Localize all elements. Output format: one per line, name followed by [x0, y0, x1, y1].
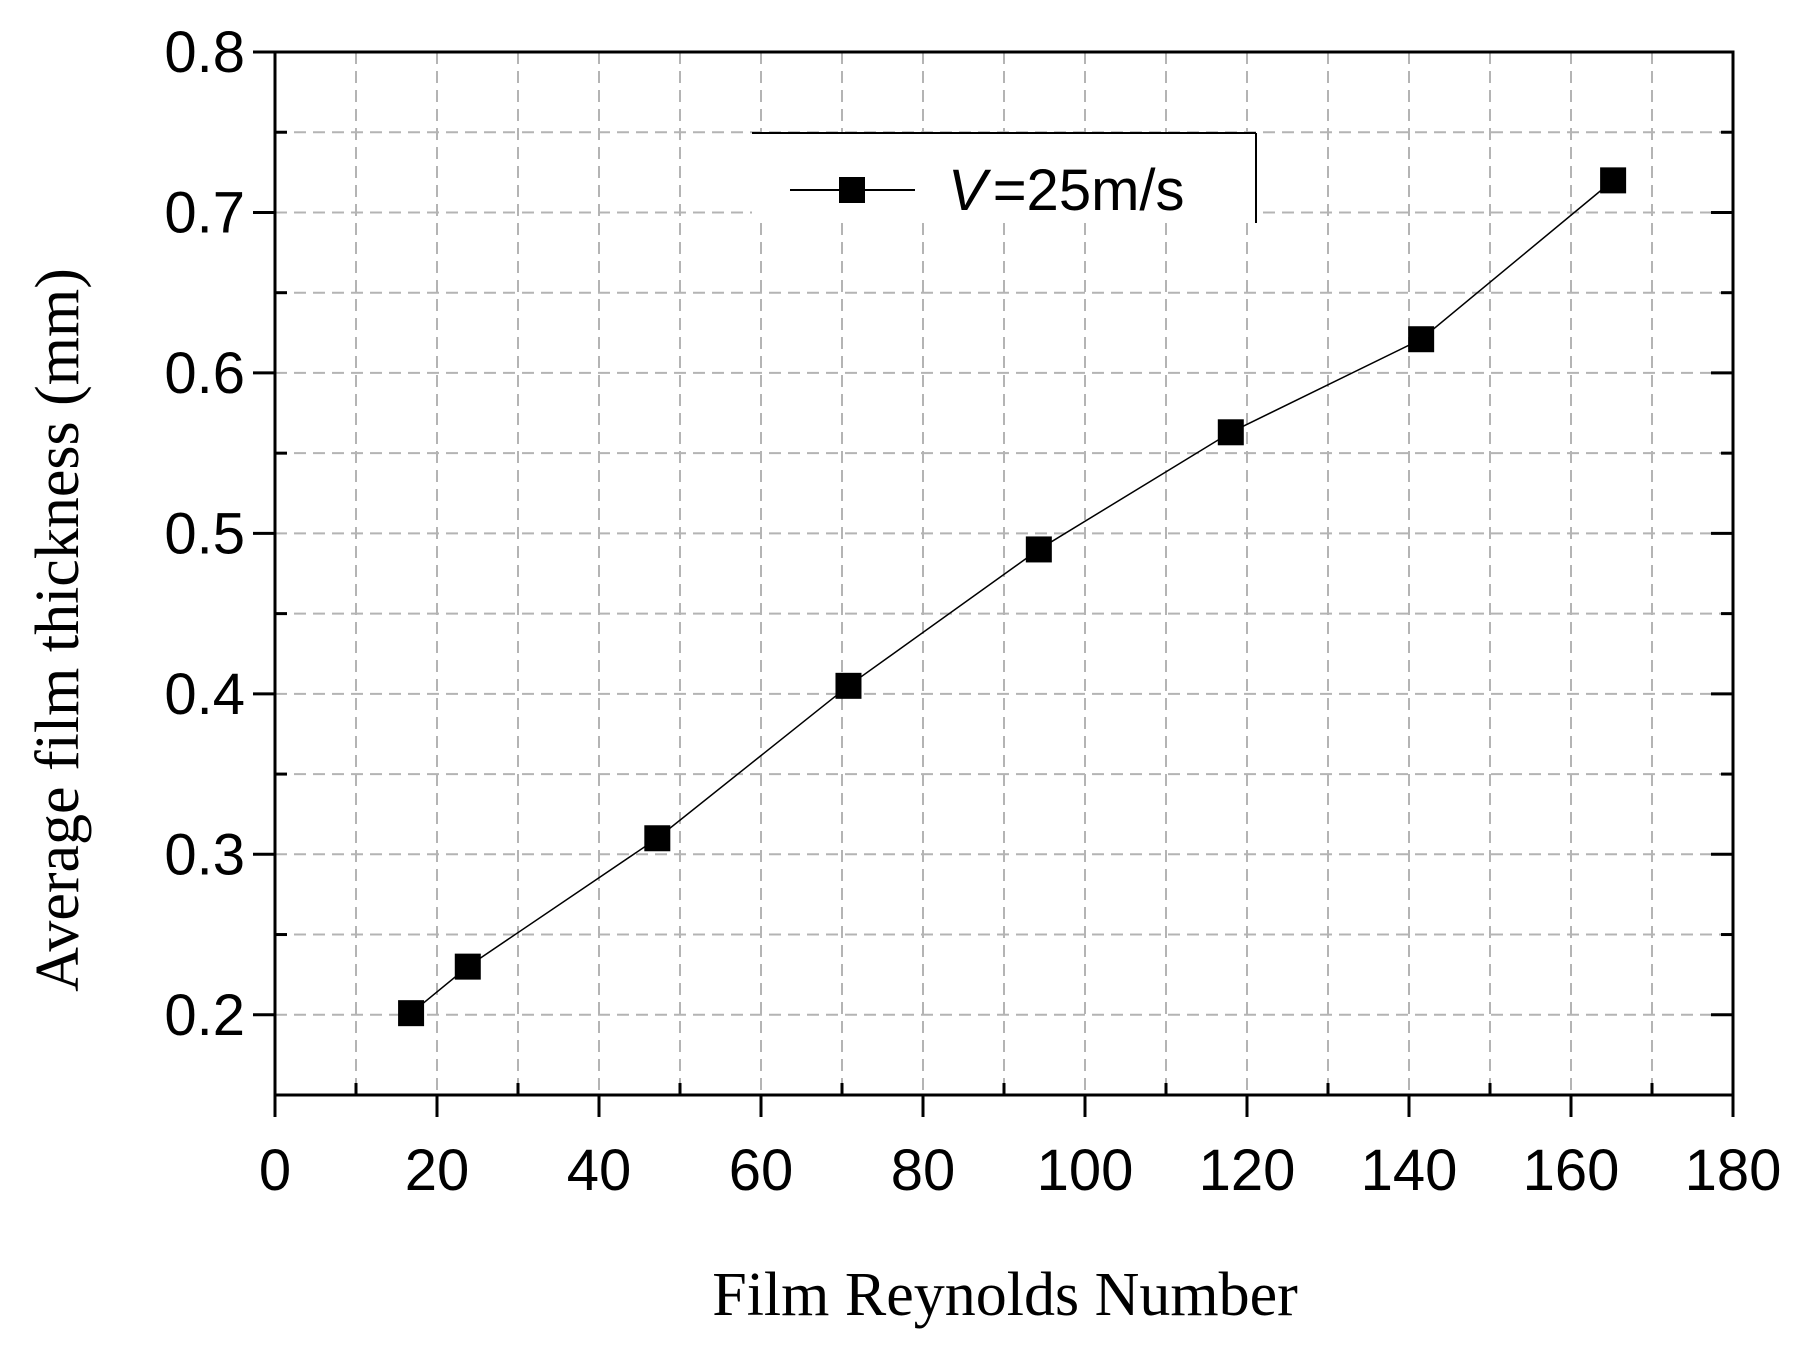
x-tick-label: 20 [405, 1138, 470, 1203]
legend-label: V =25m/s [948, 158, 1185, 223]
data-point [835, 672, 862, 699]
data-point [454, 953, 481, 980]
y-tick-label: 0.6 [164, 341, 245, 406]
y-tick-label: 0.5 [164, 501, 245, 566]
x-tick-label: 120 [1199, 1138, 1296, 1203]
x-tick-label: 0 [259, 1138, 291, 1203]
axis-ticks [253, 50, 1735, 1117]
data-point [1408, 326, 1435, 353]
x-tick-label: 100 [1037, 1138, 1134, 1203]
data-point [644, 825, 671, 852]
y-tick-label: 0.3 [164, 822, 245, 887]
x-tick-label: 180 [1685, 1138, 1782, 1203]
legend-box [752, 133, 1256, 223]
x-tick-labels: 0 20 40 60 80 100 120 140 160 180 [259, 1138, 1782, 1203]
x-tick-label: 40 [567, 1138, 632, 1203]
x-axis-title: Film Reynolds Number [712, 1261, 1298, 1329]
data-point [398, 1000, 425, 1027]
data-point [1025, 536, 1052, 563]
legend: V =25m/s [752, 132, 1257, 223]
x-tick-label: 60 [729, 1138, 794, 1203]
series-line [410, 179, 1614, 1014]
y-tick-label: 0.7 [164, 180, 245, 245]
x-tick-label: 80 [891, 1138, 956, 1203]
x-tick-label: 160 [1523, 1138, 1620, 1203]
y-axis-title: Average film thickness (mm) [24, 268, 92, 992]
series-layer [398, 167, 1627, 1027]
legend-label-variable: V [948, 158, 992, 223]
y-tick-label: 0.2 [164, 983, 245, 1048]
legend-label-value: =25m/s [993, 158, 1185, 223]
y-tick-label: 0.4 [164, 662, 245, 727]
x-tick-label: 140 [1361, 1138, 1458, 1203]
data-point [1600, 167, 1627, 194]
data-point [1217, 419, 1244, 446]
y-tick-label: 0.8 [164, 20, 245, 85]
y-tick-labels: 0.2 0.3 0.4 0.5 0.6 0.7 0.8 [164, 20, 245, 1048]
legend-marker [839, 177, 865, 203]
